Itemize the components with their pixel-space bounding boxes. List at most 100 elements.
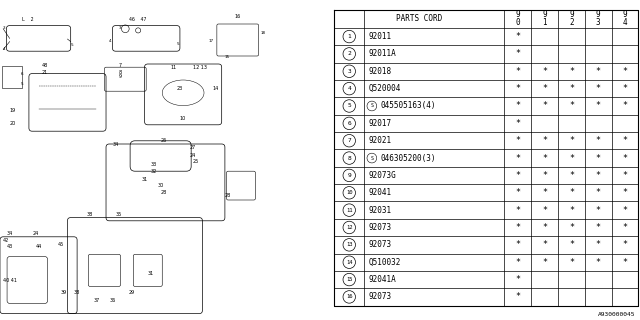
Text: *: * <box>623 240 627 249</box>
Text: *: * <box>515 101 520 110</box>
Text: *: * <box>515 188 520 197</box>
Text: 9
0: 9 0 <box>516 10 520 27</box>
Text: *: * <box>569 136 574 145</box>
Text: *: * <box>569 101 574 110</box>
Text: 12 13: 12 13 <box>193 65 207 70</box>
Text: 3: 3 <box>3 26 6 30</box>
Text: *: * <box>623 136 627 145</box>
Text: *: * <box>596 206 601 215</box>
Text: 14: 14 <box>212 86 218 91</box>
Text: 48: 48 <box>42 63 48 68</box>
Text: 23: 23 <box>177 86 183 91</box>
Text: 12: 12 <box>346 225 353 230</box>
Text: 16: 16 <box>346 294 353 300</box>
Text: 21: 21 <box>42 69 48 75</box>
Text: 92011: 92011 <box>369 32 392 41</box>
Text: *: * <box>542 171 547 180</box>
Text: *: * <box>515 275 520 284</box>
Text: *: * <box>515 67 520 76</box>
Text: 10: 10 <box>180 116 186 121</box>
Text: *: * <box>542 188 547 197</box>
Text: 27: 27 <box>189 145 196 150</box>
Text: *: * <box>515 84 520 93</box>
Text: 11: 11 <box>346 208 353 212</box>
Text: *: * <box>623 188 627 197</box>
Text: *: * <box>569 67 574 76</box>
Text: *: * <box>542 258 547 267</box>
Text: *: * <box>515 171 520 180</box>
Text: 31: 31 <box>148 271 154 276</box>
Text: *: * <box>596 67 601 76</box>
Text: 7: 7 <box>348 138 351 143</box>
Text: *: * <box>623 223 627 232</box>
Text: 28: 28 <box>161 189 167 195</box>
Text: *: * <box>542 84 547 93</box>
Text: 38: 38 <box>74 291 80 295</box>
Text: *: * <box>569 84 574 93</box>
Text: 045505163(4): 045505163(4) <box>381 101 436 110</box>
Text: 5: 5 <box>70 44 74 47</box>
Text: *: * <box>515 32 520 41</box>
Text: 92031: 92031 <box>369 206 392 215</box>
Text: 45: 45 <box>58 243 64 247</box>
Text: 8: 8 <box>348 156 351 161</box>
Text: *: * <box>542 136 547 145</box>
Text: 24: 24 <box>189 153 196 158</box>
Text: 38: 38 <box>87 212 93 217</box>
Text: 9
4: 9 4 <box>623 10 627 27</box>
Text: *: * <box>515 136 520 145</box>
Text: *: * <box>623 101 627 110</box>
Text: 34: 34 <box>113 141 118 147</box>
Text: *: * <box>515 119 520 128</box>
Text: 8: 8 <box>119 69 122 75</box>
Text: 13: 13 <box>346 242 353 247</box>
Text: 36: 36 <box>109 298 115 303</box>
Text: A930000045: A930000045 <box>598 312 636 317</box>
Text: *: * <box>569 240 574 249</box>
Text: 6: 6 <box>21 72 24 76</box>
Text: *: * <box>542 223 547 232</box>
Text: *: * <box>596 171 601 180</box>
Text: *: * <box>542 240 547 249</box>
Text: 30: 30 <box>157 183 164 188</box>
Text: 43: 43 <box>6 244 13 249</box>
Text: 9: 9 <box>119 74 122 79</box>
Text: *: * <box>596 136 601 145</box>
Text: 24: 24 <box>32 231 38 236</box>
Text: 046305200(3): 046305200(3) <box>381 154 436 163</box>
Text: *: * <box>596 154 601 163</box>
Text: *: * <box>623 171 627 180</box>
Text: 4: 4 <box>109 39 112 43</box>
Text: 46  47: 46 47 <box>129 17 146 22</box>
Text: 19: 19 <box>10 108 16 113</box>
Text: *: * <box>542 206 547 215</box>
Text: *: * <box>569 206 574 215</box>
Text: 92017: 92017 <box>369 119 392 128</box>
Text: 92073: 92073 <box>369 240 392 249</box>
Text: 25: 25 <box>193 159 199 164</box>
Text: 26: 26 <box>161 138 167 143</box>
Text: 3: 3 <box>119 26 122 30</box>
Text: 6: 6 <box>348 121 351 126</box>
Text: *: * <box>623 258 627 267</box>
Text: *: * <box>569 188 574 197</box>
Text: 31: 31 <box>141 177 148 182</box>
Text: Q520004: Q520004 <box>369 84 401 93</box>
Text: *: * <box>515 154 520 163</box>
Text: 2: 2 <box>348 52 351 56</box>
Text: 92018: 92018 <box>369 67 392 76</box>
Text: *: * <box>542 154 547 163</box>
Text: 16: 16 <box>234 13 241 19</box>
Text: *: * <box>569 223 574 232</box>
Text: 33: 33 <box>151 163 157 167</box>
Text: 15: 15 <box>346 277 353 282</box>
Text: 15: 15 <box>225 55 230 59</box>
Text: *: * <box>515 206 520 215</box>
Text: PARTS CORD: PARTS CORD <box>396 14 442 23</box>
Text: 3: 3 <box>348 69 351 74</box>
Text: *: * <box>569 171 574 180</box>
Text: 1: 1 <box>348 34 351 39</box>
Text: 20: 20 <box>10 121 16 126</box>
Text: 92021: 92021 <box>369 136 392 145</box>
Text: 44: 44 <box>35 244 42 249</box>
